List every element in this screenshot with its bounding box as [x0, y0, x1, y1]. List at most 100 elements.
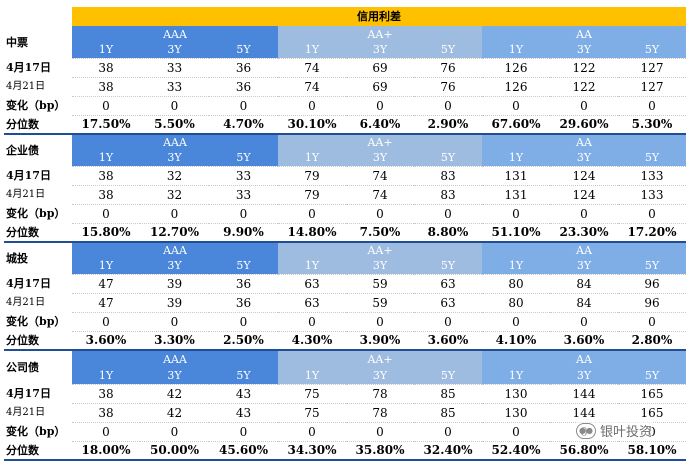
tenor-header: 3Y [140, 258, 209, 274]
tenor-header: 3Y [140, 150, 209, 166]
value-cell: 47 [72, 292, 140, 312]
value-cell: 133 [618, 184, 686, 204]
row-label: 变化（bp） [6, 315, 66, 328]
tenor-header: 1Y [72, 150, 140, 166]
tenor-header: 3Y [346, 258, 414, 274]
rating-group-header: AA+ [278, 241, 482, 258]
value-cell: 6.40% [346, 114, 414, 135]
value-cell: 0 [618, 311, 686, 331]
value-cell: 36 [209, 57, 278, 77]
row-label: 4月21日 [6, 188, 46, 200]
tenor-header: 1Y [72, 367, 140, 384]
value-cell: 84 [550, 292, 618, 312]
tenor-header: 1Y [278, 367, 346, 384]
value-cell: 0 [346, 203, 414, 223]
tenor-header: 3Y [346, 367, 414, 384]
section-name: 公司债 [4, 349, 72, 384]
value-cell: 80 [482, 292, 550, 312]
value-cell: 83 [414, 165, 482, 185]
tenor-header: 5Y [414, 42, 482, 58]
value-cell: 58.10% [618, 440, 686, 461]
tenor-header: 1Y [278, 258, 346, 274]
value-cell: 32 [140, 184, 209, 204]
row-label: 4月17日 [6, 61, 51, 74]
value-cell: 122 [550, 76, 618, 96]
value-cell: 0 [414, 311, 482, 331]
value-cell: 3.90% [346, 330, 414, 351]
value-cell: 74 [346, 184, 414, 204]
rating-group-header: AA+ [278, 349, 482, 367]
value-cell: 79 [278, 165, 346, 185]
date-row-end: 4月21日 38 32 33 79 74 83 131 124 133 [4, 184, 686, 204]
row-label: 4月21日 [6, 406, 46, 418]
section-group-row: 公司债 AAA AA+ AA [4, 349, 686, 384]
credit-spread-table: 信用利差 中票 AAA AA+ AA 1Y 3Y 5Y 1Y 3Y 5Y 1Y 3Y 5Y 4月17日 38… [4, 7, 686, 461]
row-label: 变化（bp） [6, 99, 66, 112]
value-cell: 165 [618, 383, 686, 403]
value-cell: 0 [550, 95, 618, 115]
tenor-header: 5Y [618, 42, 686, 58]
value-cell: 0 [278, 311, 346, 331]
percentile-row: 分位数 17.50% 5.50% 4.70% 30.10% 6.40% 2.90% 67.60… [4, 114, 686, 135]
value-cell: 38 [72, 76, 140, 96]
value-cell: 3.30% [140, 330, 209, 351]
value-cell: 74 [278, 57, 346, 77]
value-cell: 0 [140, 421, 209, 441]
value-cell: 96 [618, 273, 686, 293]
row-label: 变化（bp） [6, 425, 66, 438]
value-cell: 15.80% [72, 222, 140, 243]
value-cell: 144 [550, 383, 618, 403]
value-cell: 43 [209, 402, 278, 422]
value-cell: 133 [618, 165, 686, 185]
value-cell: 83 [414, 184, 482, 204]
date-row-end: 4月21日 47 39 36 63 59 63 80 84 96 [4, 292, 686, 312]
value-cell: 130 [482, 402, 550, 422]
value-cell: 39 [140, 292, 209, 312]
value-cell: 56.80% [550, 440, 618, 461]
value-cell: 74 [278, 76, 346, 96]
value-cell: 47 [72, 273, 140, 293]
tenor-header: 1Y [482, 150, 550, 166]
row-label: 4月17日 [6, 169, 51, 182]
value-cell: 78 [346, 402, 414, 422]
value-cell: 59 [346, 273, 414, 293]
value-cell: 0 [346, 421, 414, 441]
value-cell: 0 [209, 311, 278, 331]
value-cell: 4.30% [278, 330, 346, 351]
value-cell: 45.60% [209, 440, 278, 461]
value-cell: 144 [550, 402, 618, 422]
percentile-row: 分位数 15.80% 12.70% 9.90% 14.80% 7.50% 8.80% 51.1… [4, 222, 686, 243]
tenor-header: 1Y [482, 258, 550, 274]
rating-group-header: AA [482, 26, 686, 42]
value-cell: 96 [618, 292, 686, 312]
tenor-header: 3Y [550, 150, 618, 166]
section-name: 企业债 [4, 133, 72, 166]
value-cell: 17.50% [72, 114, 140, 135]
value-cell: 63 [414, 292, 482, 312]
section-group-row: 城投 AAA AA+ AA [4, 241, 686, 274]
value-cell: 32 [140, 165, 209, 185]
value-cell: 36 [209, 76, 278, 96]
value-cell: 0 [550, 311, 618, 331]
tenor-header: 5Y [618, 150, 686, 166]
tenor-header: 5Y [209, 150, 278, 166]
value-cell: 76 [414, 57, 482, 77]
value-cell: 0 [482, 311, 550, 331]
rating-group-header: AA+ [278, 26, 482, 42]
rating-group-header: AAA [72, 241, 278, 258]
value-cell: 2.80% [618, 330, 686, 351]
tenor-header: 5Y [618, 258, 686, 274]
row-label: 4月21日 [6, 80, 46, 92]
percentile-row: 分位数 3.60% 3.30% 2.50% 4.30% 3.90% 3.60% 4.10% 3.… [4, 330, 686, 351]
value-cell: 0 [72, 311, 140, 331]
rating-group-header: AA [482, 133, 686, 150]
tenor-header: 3Y [140, 42, 209, 58]
value-cell: 0 [618, 95, 686, 115]
value-cell: 0 [278, 421, 346, 441]
value-cell: 63 [278, 292, 346, 312]
value-cell: 78 [346, 383, 414, 403]
watermark-text: 银叶投资 [599, 425, 652, 440]
row-label: 分位数 [4, 331, 72, 351]
